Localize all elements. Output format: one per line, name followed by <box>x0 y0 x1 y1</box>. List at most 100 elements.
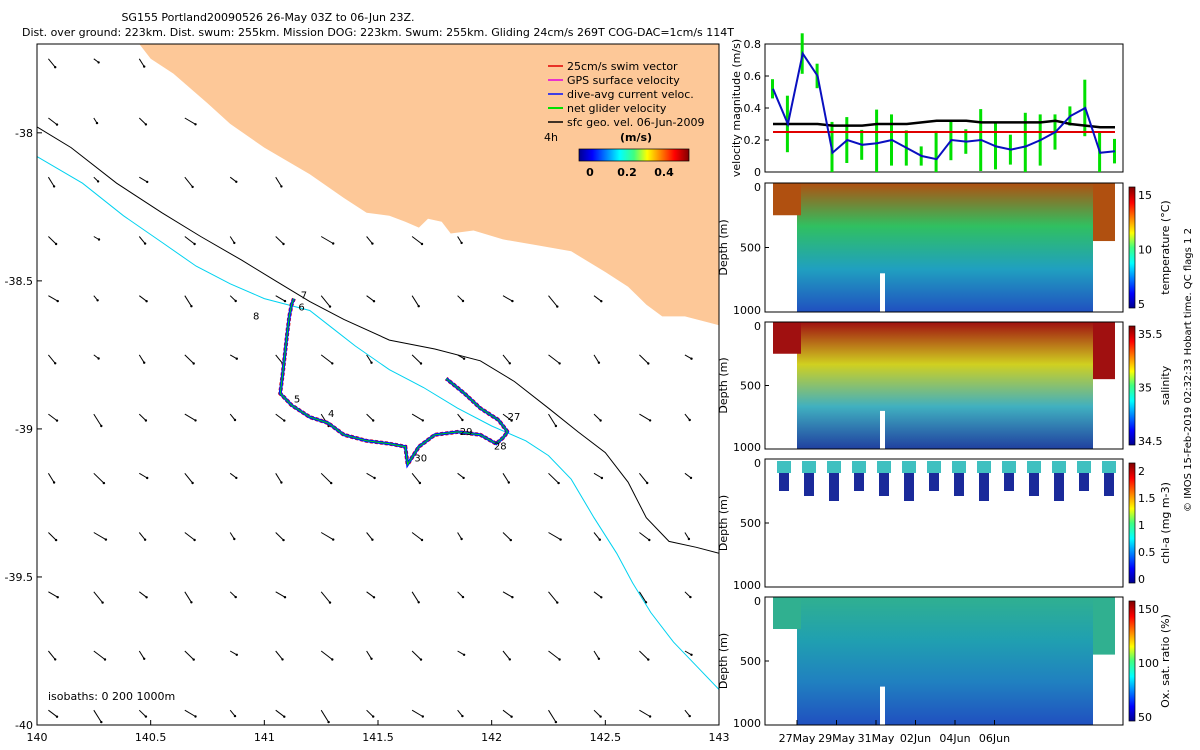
surface-arrow <box>93 591 103 603</box>
surface-arrow <box>229 176 237 183</box>
surface-arrow-head <box>689 595 692 599</box>
surface-arrow <box>184 117 196 125</box>
section-data-patch <box>1079 473 1089 491</box>
surface-arrow-head <box>56 596 59 599</box>
surface-arrow-head <box>510 715 513 718</box>
isobath-note: isobaths: 0 200 1000m <box>48 690 175 703</box>
surface-arrow <box>366 413 374 421</box>
surface-arrow-head <box>328 601 332 604</box>
surface-arrow-head <box>419 362 423 365</box>
section-data-patch <box>927 461 941 473</box>
surface-arrow-head <box>689 476 693 480</box>
surface-arrow-head <box>648 419 652 422</box>
surface-arrow-head <box>194 715 197 718</box>
surface-arrow-head <box>101 601 104 604</box>
surface-arrow-head <box>192 658 195 661</box>
surface-arrow <box>639 650 649 660</box>
surface-arrow-head <box>332 538 335 541</box>
section-tick-label: 500 <box>740 242 761 255</box>
surface-arrow <box>139 472 148 479</box>
section-colorbar-label: temperature (°C) <box>1159 200 1172 294</box>
surface-arrow <box>229 354 238 360</box>
surface-arrow-head <box>370 361 373 364</box>
velocity-bar <box>1023 112 1027 172</box>
date-tick-label: 27May <box>779 732 816 745</box>
surface-arrow-head <box>372 596 376 599</box>
surface-arrow <box>48 650 56 660</box>
legend-item-net: net glider velocity <box>548 102 667 115</box>
surface-arrow <box>366 709 374 717</box>
surface-arrow-head <box>52 481 56 484</box>
surface-arrow <box>320 591 331 603</box>
legend-label: GPS surface velocity <box>567 74 680 87</box>
date-tick-label: 29May <box>818 732 855 745</box>
section-gap <box>880 273 885 312</box>
surface-arrow-head <box>558 362 561 365</box>
geostrophic-velocity-line <box>773 119 1115 129</box>
section-tick-label: 1000 <box>733 304 761 317</box>
surface-arrow-head <box>191 481 194 485</box>
surface-arrow-head <box>648 538 651 542</box>
surface-arrow <box>502 650 511 660</box>
section-data-patch <box>952 461 966 473</box>
surface-arrow <box>639 709 651 717</box>
surface-arrow <box>411 236 423 245</box>
track-day-label: 29 <box>460 427 473 438</box>
surface-arrow-head <box>52 185 56 188</box>
surface-arrow-head <box>96 180 100 183</box>
section-colorbar-tick: 10 <box>1138 244 1152 257</box>
section-colorbar-tick: 2 <box>1138 465 1145 478</box>
surface-arrow <box>275 236 284 245</box>
section-tick-label: 0 <box>754 457 761 470</box>
section-colorbar <box>1128 462 1136 584</box>
map-legend: 25cm/s swim vector GPS surface velocity … <box>544 60 704 179</box>
surface-arrow <box>366 472 375 479</box>
section-panel: 0 500 1000 Depth (m) 0 0.5 1 1.5 2 chl-a (mg m-3) <box>717 457 1172 592</box>
time-axis-ticks: 27May 29May 31May 02Jun 04Jun 06Jun <box>779 720 1010 745</box>
surface-arrow <box>548 532 561 541</box>
surface-arrow-head <box>462 357 466 360</box>
surface-arrow-head <box>327 720 330 724</box>
velocity-bar <box>875 109 879 172</box>
surface-arrow <box>457 236 463 244</box>
surface-arrow-head <box>559 538 562 541</box>
surface-arrow-head <box>370 657 373 660</box>
surface-arrow <box>548 354 560 364</box>
section-data-field <box>773 597 801 629</box>
surface-arrow-head <box>54 658 57 661</box>
section-data-field <box>797 597 1093 725</box>
surface-arrow <box>548 591 558 603</box>
surface-arrow-head <box>145 300 148 303</box>
surface-arrow <box>548 413 557 427</box>
surface-arrow <box>229 236 235 244</box>
section-tick-label: 1000 <box>733 717 761 730</box>
surface-arrow <box>275 709 285 718</box>
surface-arrow-head <box>554 424 558 428</box>
surface-arrow-head <box>600 476 604 480</box>
section-colorbar-tick: 150 <box>1138 603 1159 616</box>
legend-item-dac: dive-avg current veloc. <box>548 88 694 101</box>
surface-arrow-head <box>283 299 287 303</box>
surface-arrow-head <box>100 424 103 428</box>
surface-arrow-head <box>597 361 601 364</box>
surface-arrow-head <box>461 714 464 718</box>
velocity-ylabel: velocity magnitude (m/s) <box>730 39 743 177</box>
track-day-label: 8 <box>253 311 259 322</box>
section-tick-label: 0 <box>754 181 761 194</box>
map-x-tick-label: 141.5 <box>362 731 394 744</box>
surface-arrow-head <box>600 300 603 303</box>
colorbar-unit: (m/s) <box>620 131 652 144</box>
colorbar-tick: 0 <box>586 166 594 179</box>
surface-arrow-head <box>190 601 193 604</box>
surface-arrow-head <box>145 596 148 599</box>
surface-arrow <box>457 295 464 302</box>
surface-arrow <box>229 295 237 302</box>
surface-arrow <box>229 650 238 656</box>
map-y-ticks: -38 -38.5 -39 -39.5 -40 <box>5 127 42 732</box>
surface-arrow <box>320 532 334 541</box>
section-colorbar-tick: 5 <box>1138 298 1145 311</box>
surface-arrow <box>593 354 600 363</box>
surface-arrow <box>184 236 195 245</box>
section-gap <box>880 410 885 449</box>
surface-arrow-head <box>233 241 236 245</box>
